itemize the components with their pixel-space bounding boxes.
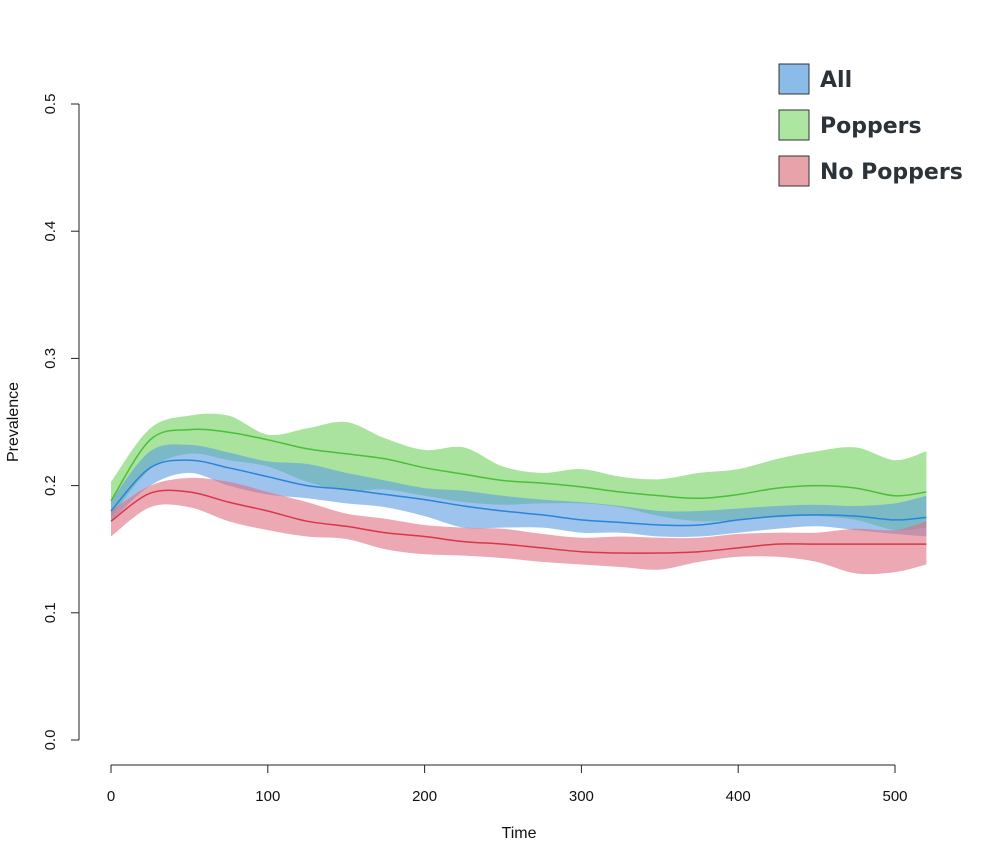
confidence-bands bbox=[111, 413, 927, 575]
legend-swatch-poppers bbox=[778, 109, 810, 141]
x-axis-label: Time bbox=[502, 825, 537, 842]
y-tick-label: 0.3 bbox=[42, 348, 59, 369]
x-tick-label: 0 bbox=[107, 788, 115, 805]
line-no-poppers bbox=[110, 489, 927, 554]
y-tick-label: 0.2 bbox=[42, 475, 59, 496]
axes: 0 100 200 300 400 500 0.0 0.1 0.2 0.3 0.4 0.5 bbox=[42, 94, 908, 805]
x-tick-label: 100 bbox=[255, 788, 280, 805]
series-lines bbox=[110, 428, 927, 554]
y-tick-label: 0.1 bbox=[42, 602, 59, 623]
legend-swatch-all bbox=[778, 63, 810, 95]
line-poppers bbox=[110, 428, 927, 502]
band-all bbox=[111, 444, 927, 537]
y-tick-label: 0.5 bbox=[42, 94, 59, 115]
legend-label-all: All bbox=[820, 68, 852, 93]
x-tick-label: 200 bbox=[412, 788, 437, 805]
x-tick-label: 500 bbox=[882, 788, 907, 805]
y-axis-label: Prevalence bbox=[5, 382, 22, 462]
line-all bbox=[110, 459, 927, 527]
legend-label-no-poppers: No Poppers bbox=[820, 160, 963, 185]
x-tick-label: 300 bbox=[569, 788, 594, 805]
legend: All Poppers No Poppers bbox=[778, 63, 963, 187]
y-tick-label: 0.0 bbox=[42, 730, 59, 751]
band-poppers bbox=[111, 413, 927, 531]
legend-swatch-no-poppers bbox=[778, 155, 810, 187]
y-tick-label: 0.4 bbox=[42, 221, 59, 242]
legend-label-poppers: Poppers bbox=[820, 114, 922, 139]
x-tick-label: 400 bbox=[726, 788, 751, 805]
